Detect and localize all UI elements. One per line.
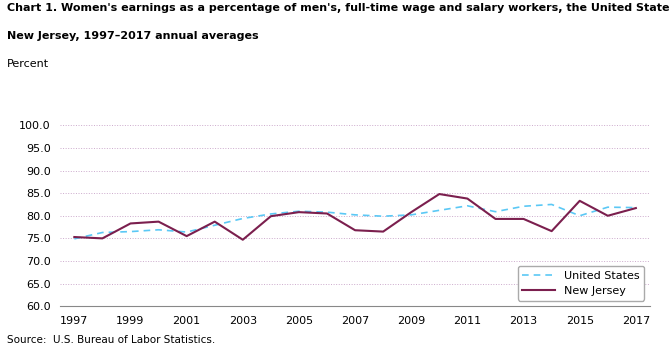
United States [127,230,135,234]
Text: New Jersey, 1997–2017 annual averages: New Jersey, 1997–2017 annual averages [7,31,259,41]
United States [70,237,78,241]
United States [576,214,584,218]
United States [519,204,527,208]
United States [183,230,191,234]
New Jersey [464,197,472,201]
New Jersey [519,217,527,221]
Text: Chart 1. Women's earnings as a percentage of men's, full-time wage and salary wo: Chart 1. Women's earnings as a percentag… [7,3,670,14]
United States [351,213,359,217]
New Jersey [492,217,500,221]
New Jersey [98,236,107,240]
New Jersey [407,210,415,214]
New Jersey [604,214,612,218]
United States [98,230,107,235]
United States [492,209,500,214]
New Jersey [351,228,359,232]
United States [379,214,387,218]
United States [604,205,612,209]
New Jersey [295,210,303,214]
New Jersey [632,206,640,210]
New Jersey [127,221,135,226]
Text: Source:  U.S. Bureau of Labor Statistics.: Source: U.S. Bureau of Labor Statistics. [7,334,215,345]
Legend: United States, New Jersey: United States, New Jersey [518,266,645,301]
United States [323,210,331,214]
Text: Percent: Percent [7,59,49,69]
New Jersey [183,234,191,238]
New Jersey [576,199,584,203]
United States [464,204,472,208]
New Jersey [323,211,331,215]
United States [210,223,218,227]
New Jersey [70,235,78,239]
United States [295,209,303,213]
United States [239,216,247,221]
United States [547,202,555,206]
New Jersey [239,238,247,242]
United States [267,212,275,216]
United States [155,228,163,232]
New Jersey [436,192,444,196]
Line: New Jersey: New Jersey [74,194,636,240]
New Jersey [210,220,218,224]
New Jersey [155,220,163,224]
Line: United States: United States [74,204,636,239]
United States [407,213,415,217]
New Jersey [547,229,555,233]
United States [632,206,640,210]
New Jersey [379,230,387,234]
New Jersey [267,214,275,218]
United States [436,208,444,212]
